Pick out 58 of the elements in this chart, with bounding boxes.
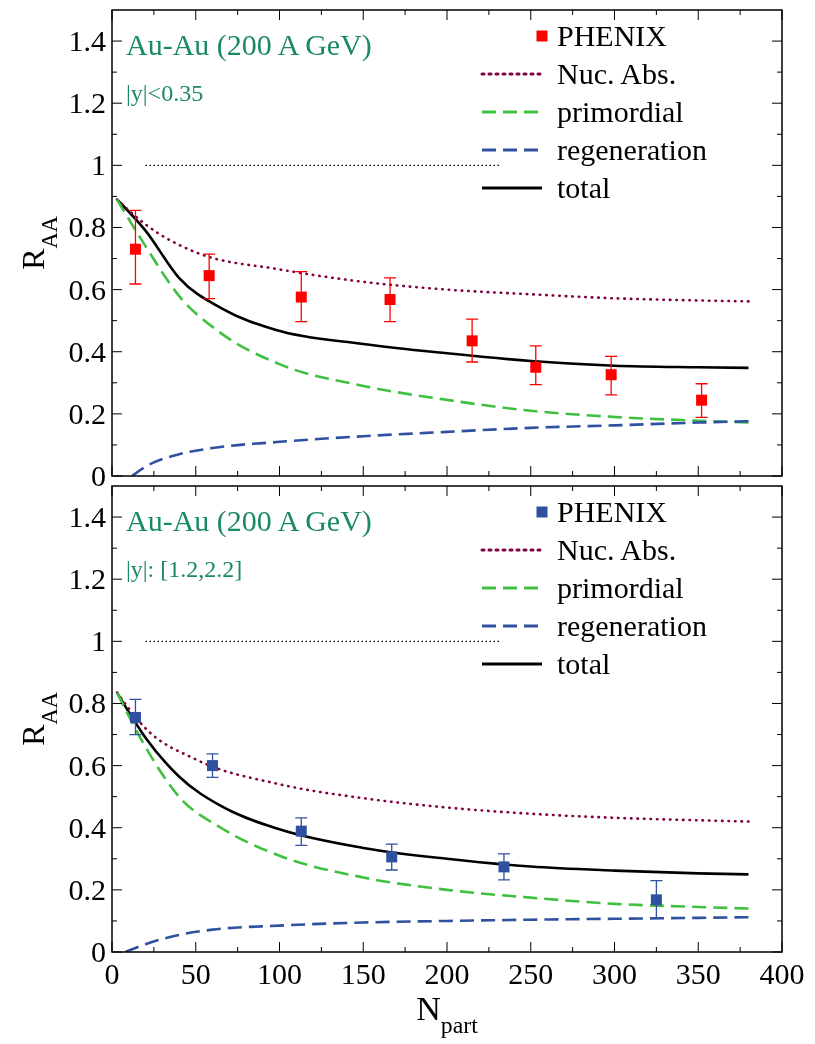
point [295,291,307,303]
x-tick-label: 250 [508,957,554,990]
point [129,711,141,723]
x-axis-title: N$_{part}$ [416,990,479,1038]
legend-label: regeneration [557,133,707,166]
x-tick-label: 50 [180,957,211,990]
point [605,369,617,381]
annotation: |y|<0.35 [126,80,204,106]
point [384,294,396,306]
y-tick-label: 0.2 [68,396,106,430]
x-tick-label: 100 [257,957,302,990]
legend-label: total [557,171,611,204]
legend-label: primordial [557,95,684,128]
y-tick-label: 0.4 [68,810,106,844]
y-tick-label: 0.2 [68,872,106,906]
legend-label: regeneration [557,609,707,642]
y-tick-label: 0 [91,935,106,968]
line-series [115,198,750,424]
point [498,861,510,873]
x-tick-label: 200 [424,957,470,990]
x-tick-label: 400 [759,957,805,990]
y-tick-label: 0.6 [68,272,106,306]
point [696,394,708,406]
legend-label: PHENIX [557,495,668,528]
point [295,825,307,837]
x-tick-label: 350 [675,957,721,990]
y-tick-label: 0 [91,459,106,492]
annotation: Au-Au (200 A GeV) [126,28,372,62]
legend-label: total [557,647,611,680]
y-tick-label: 1.4 [68,24,106,58]
line-series [130,420,750,476]
legend-label: PHENIX [557,19,668,52]
legend-label: primordial [557,571,684,604]
y-tick-label: 1.2 [68,562,106,596]
line-series [115,691,750,823]
annotation: Au-Au (200 A GeV) [126,504,372,538]
y-tick-label: 0.4 [68,334,106,368]
point [207,760,218,772]
legend-label: Nuc. Abs. [557,533,677,566]
line-series [115,198,750,303]
point [203,270,215,282]
y-tick-label: 0.6 [68,748,106,782]
annotation: |y|: [1.2,2.2] [126,556,243,582]
point [530,361,542,373]
y-tick-label: 0.8 [68,210,106,244]
point [386,851,398,863]
y-tick-label: 1 [91,148,106,182]
y-tick-label: 1.4 [68,500,106,534]
point [129,243,141,255]
legend-label: Nuc. Abs. [557,57,677,90]
y-tick-label: 1 [91,624,106,658]
point [466,335,478,347]
x-tick-label: 150 [340,957,386,990]
x-tick-label: 300 [592,957,637,990]
y-tick-label: 0.8 [68,686,106,720]
line-series [115,691,750,910]
point [650,894,662,906]
y-tick-label: 1.2 [68,86,106,120]
